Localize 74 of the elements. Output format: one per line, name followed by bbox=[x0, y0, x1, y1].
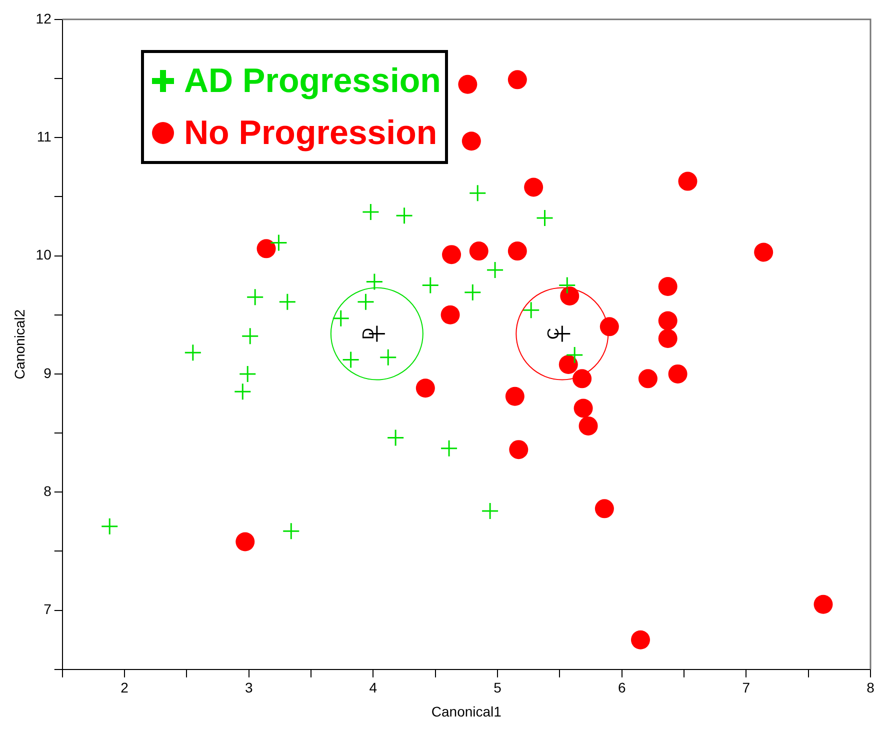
point bbox=[379, 348, 397, 366]
point bbox=[332, 310, 350, 328]
x-tick-label: 2 bbox=[120, 680, 129, 696]
y-tick-label: 9 bbox=[44, 364, 52, 381]
point bbox=[566, 346, 584, 364]
legend-label: No Progression bbox=[184, 113, 438, 154]
point bbox=[100, 518, 118, 536]
point bbox=[440, 305, 460, 324]
x-axis-title: Canonical1 bbox=[431, 703, 502, 720]
point bbox=[458, 74, 478, 94]
point bbox=[241, 327, 259, 345]
y-tick-label: 7 bbox=[44, 601, 52, 618]
point bbox=[668, 364, 688, 384]
point bbox=[658, 276, 678, 296]
point bbox=[282, 522, 300, 540]
point bbox=[560, 286, 580, 306]
point bbox=[754, 242, 774, 262]
point bbox=[386, 429, 404, 447]
point bbox=[574, 398, 593, 418]
point bbox=[505, 386, 524, 406]
point bbox=[440, 440, 458, 458]
point bbox=[278, 293, 296, 311]
point bbox=[416, 378, 435, 398]
point bbox=[366, 273, 384, 291]
point bbox=[422, 276, 440, 294]
x-tick-label: 3 bbox=[244, 680, 253, 696]
point bbox=[442, 245, 462, 264]
x-tick-label: 5 bbox=[494, 680, 502, 696]
y-tick-label: 12 bbox=[36, 10, 52, 26]
point bbox=[678, 172, 698, 191]
y-axis-title: Canonical2 bbox=[11, 309, 28, 380]
point bbox=[814, 594, 833, 614]
point bbox=[356, 293, 374, 311]
x-tick-label: 6 bbox=[618, 680, 626, 696]
point bbox=[236, 532, 255, 552]
point bbox=[572, 369, 592, 388]
point bbox=[270, 234, 288, 252]
point bbox=[508, 70, 527, 90]
point bbox=[536, 209, 554, 227]
point bbox=[522, 301, 540, 319]
point bbox=[256, 239, 276, 258]
point bbox=[481, 502, 499, 520]
y-tick-label: 10 bbox=[36, 246, 52, 263]
point bbox=[600, 317, 619, 336]
point bbox=[468, 184, 486, 202]
legend-label: AD Progression bbox=[184, 61, 441, 102]
x-tick-label: 8 bbox=[866, 680, 875, 696]
point bbox=[594, 499, 614, 518]
point bbox=[246, 288, 264, 306]
point bbox=[578, 416, 598, 436]
point bbox=[238, 365, 256, 383]
annotation: D bbox=[360, 328, 378, 340]
point bbox=[658, 328, 678, 348]
point bbox=[509, 440, 528, 460]
point bbox=[558, 354, 578, 374]
point bbox=[558, 276, 576, 294]
point bbox=[486, 261, 504, 279]
point bbox=[462, 132, 481, 151]
point bbox=[396, 206, 414, 224]
y-tick-label: 8 bbox=[44, 482, 52, 499]
point bbox=[638, 369, 658, 388]
point bbox=[658, 311, 678, 330]
point bbox=[464, 284, 482, 302]
point bbox=[184, 344, 202, 362]
point bbox=[630, 630, 650, 650]
point bbox=[524, 178, 544, 197]
x-tick-label: 7 bbox=[742, 680, 750, 696]
point bbox=[469, 242, 488, 261]
point bbox=[342, 351, 360, 369]
x-tick-label: 4 bbox=[369, 680, 378, 696]
y-tick-label: 11 bbox=[36, 128, 52, 144]
point bbox=[234, 382, 252, 400]
point bbox=[508, 242, 527, 261]
point bbox=[362, 203, 380, 221]
